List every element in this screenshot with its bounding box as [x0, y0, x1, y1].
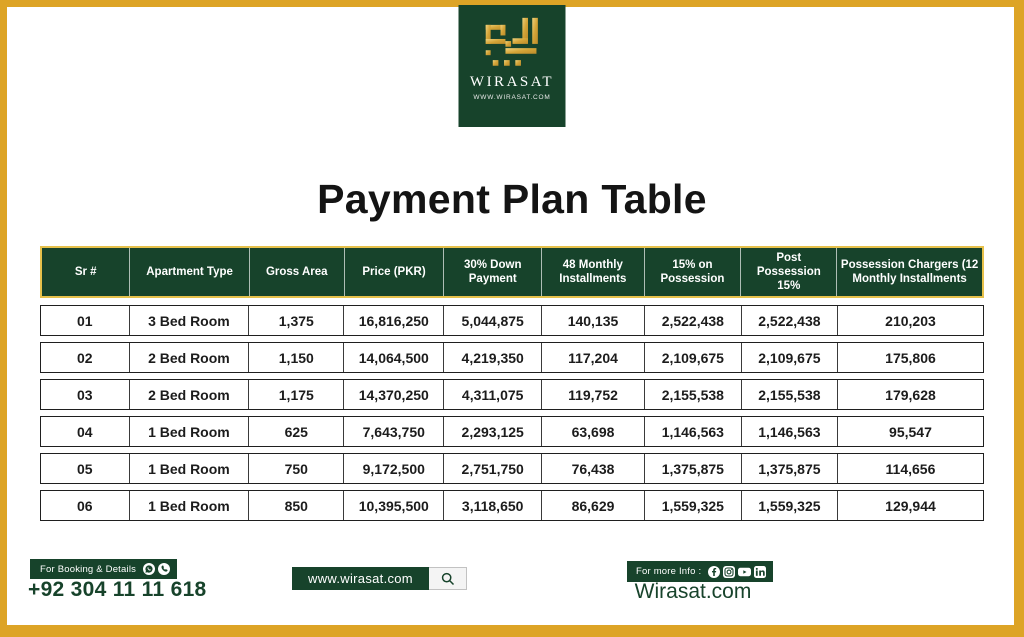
table-cell: 76,438	[541, 454, 644, 483]
table-cell: 7,643,750	[343, 417, 443, 446]
table-cell: 5,044,875	[443, 306, 541, 335]
table-cell: 10,395,500	[343, 491, 443, 520]
table-cell: 2,293,125	[443, 417, 541, 446]
table-cell: 03	[77, 386, 93, 403]
frame-bottom	[0, 625, 1024, 637]
search-button[interactable]	[429, 567, 467, 590]
header-cell: 30% Down Payment	[443, 248, 541, 296]
table-cell: 1,150	[248, 343, 343, 372]
info-site-text[interactable]: Wirasat.com	[634, 580, 752, 603]
search-icon	[441, 572, 454, 585]
table-cell: 1,375,875	[740, 454, 837, 483]
table-cell: 2,751,750	[443, 454, 541, 483]
table-cell: 06	[77, 497, 93, 514]
table-cell: 63,698	[541, 417, 644, 446]
table-cell: 1,146,563	[643, 417, 741, 446]
frame-top	[0, 0, 1024, 7]
table-cell: 3,118,650	[443, 491, 541, 520]
table-cell: 1,175	[248, 380, 343, 409]
table-cell: 3 Bed Room	[128, 306, 249, 335]
header-cell: 15% on Possession	[643, 248, 741, 296]
table-cell: 175,806	[836, 343, 983, 372]
table-cell: 2 Bed Room	[128, 343, 249, 372]
table-row: 06 1 Bed Room 850 10,395,500 3,118,650 86,629…	[40, 490, 984, 521]
table-cell: 625	[248, 417, 343, 446]
table-cell: 2,155,538	[643, 380, 741, 409]
kufic-logo-icon	[485, 17, 538, 66]
table-cell: 16,816,250	[343, 306, 443, 335]
table-cell: 1,146,563	[740, 417, 837, 446]
info-label: For more Info :	[636, 566, 702, 577]
youtube-icon[interactable]	[738, 566, 752, 578]
booking-phone-number[interactable]: +92 304 11 11 618	[28, 578, 207, 601]
table-cell: 4,311,075	[443, 380, 541, 409]
table-cell: 86,629	[541, 491, 644, 520]
website-bar[interactable]: www.wirasat.com	[292, 567, 467, 590]
table-cell: 119,752	[541, 380, 644, 409]
table-cell: 114,656	[836, 454, 983, 483]
table-cell: 1,375,875	[643, 454, 741, 483]
table-cell: 14,064,500	[343, 343, 443, 372]
table-row: 02 2 Bed Room 1,150 14,064,500 4,219,350 117,…	[40, 342, 984, 373]
table-cell: 1,559,325	[643, 491, 741, 520]
table-cell: 4,219,350	[443, 343, 541, 372]
brand-name: WIRASAT	[469, 74, 555, 90]
table-cell: 179,628	[836, 380, 983, 409]
linkedin-icon[interactable]	[754, 565, 767, 578]
header-cell: Apartment Type	[129, 248, 248, 296]
frame-right	[1014, 0, 1024, 637]
table-cell: 95,547	[836, 417, 983, 446]
table-row: 03 2 Bed Room 1,175 14,370,250 4,311,075 119,…	[40, 379, 984, 410]
table-cell: 850	[248, 491, 343, 520]
table-cell: 2 Bed Room	[128, 380, 249, 409]
whatsapp-icon[interactable]	[143, 563, 156, 575]
website-url[interactable]: www.wirasat.com	[292, 567, 429, 590]
info-badge: For more Info :	[627, 561, 774, 582]
brand-logo: WIRASAT WWW.WIRASAT.COM	[458, 5, 566, 127]
table-cell: 2,109,675	[740, 343, 837, 372]
frame-left	[0, 0, 7, 637]
table-row: 01 3 Bed Room 1,375 16,816,250 5,044,875 140,…	[40, 305, 984, 336]
table-cell: 02	[77, 349, 93, 366]
table-cell: 05	[77, 460, 93, 477]
table-cell: 750	[248, 454, 343, 483]
table-cell: 1,559,325	[740, 491, 837, 520]
table-cell: 1 Bed Room	[128, 417, 249, 446]
table-body: 01 3 Bed Room 1,375 16,816,250 5,044,875 140,…	[40, 305, 984, 527]
header-cell: Possession Chargers (12 Monthly Installm…	[836, 248, 982, 296]
facebook-icon[interactable]	[708, 565, 721, 578]
header-cell: Gross Area	[248, 248, 344, 296]
table-cell: 1 Bed Room	[128, 454, 249, 483]
phone-icon[interactable]	[158, 563, 171, 575]
table-cell: 2,522,438	[643, 306, 741, 335]
page-title: Payment Plan Table	[317, 176, 707, 222]
table-cell: 140,135	[541, 306, 644, 335]
header-cell: 48 Monthly Installments	[541, 248, 643, 296]
booking-label: For Booking & Details	[40, 563, 137, 575]
header-cell: Sr #	[74, 265, 97, 278]
table-cell: 2,522,438	[740, 306, 837, 335]
table-cell: 129,944	[836, 491, 983, 520]
table-cell: 01	[77, 312, 93, 329]
header-cell: Post Possession 15%	[740, 248, 836, 296]
table-cell: 14,370,250	[343, 380, 443, 409]
table-cell: 117,204	[541, 343, 644, 372]
instagram-icon[interactable]	[723, 565, 736, 578]
table-cell: 1 Bed Room	[128, 491, 249, 520]
table-cell: 1,375	[248, 306, 343, 335]
table-header: Sr # Apartment Type Gross Area Price (PKR) 3…	[40, 246, 984, 298]
header-cell: Price (PKR)	[343, 248, 444, 296]
table-cell: 210,203	[836, 306, 983, 335]
table-row: 05 1 Bed Room 750 9,172,500 2,751,750 76,438 1…	[40, 453, 984, 484]
table-cell: 9,172,500	[343, 454, 443, 483]
booking-badge: For Booking & Details	[30, 559, 178, 579]
brand-website-small: WWW.WIRASAT.COM	[473, 94, 551, 101]
table-cell: 2,109,675	[643, 343, 741, 372]
table-cell: 2,155,538	[740, 380, 837, 409]
table-cell: 04	[77, 423, 93, 440]
table-row: 04 1 Bed Room 625 7,643,750 2,293,125 63,698 1…	[40, 416, 984, 447]
